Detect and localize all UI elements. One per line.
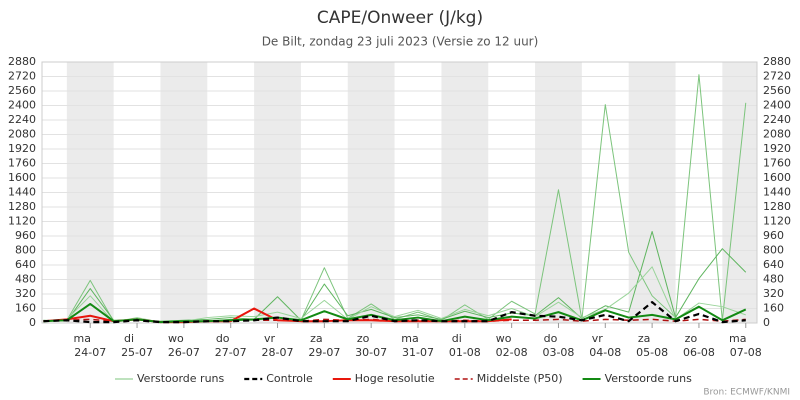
- x-tick-label: 26-07: [168, 346, 200, 359]
- y2-tick-label: 800: [763, 244, 784, 257]
- y2-tick-label: 1920: [763, 142, 791, 155]
- series-line: [43, 301, 746, 324]
- x-tick-day: do: [544, 332, 558, 345]
- y-tick-label: 800: [15, 244, 36, 257]
- y2-tick-label: 2560: [763, 84, 791, 97]
- x-tick-day: zo: [357, 332, 370, 345]
- y2-tick-label: 2080: [763, 128, 791, 141]
- legend-label: Verstoorde runs: [137, 372, 225, 385]
- y2-tick-label: 1440: [763, 186, 791, 199]
- x-tick-label: 30-07: [355, 346, 387, 359]
- y2-tick-label: 2880: [763, 55, 791, 68]
- x-tick-label: 05-08: [636, 346, 668, 359]
- x-tick-label: 24-07: [74, 346, 106, 359]
- y-tick-label: 1760: [8, 157, 36, 170]
- y2-tick-label: 2400: [763, 99, 791, 112]
- source: Bron: ECMWF/KNMI: [703, 388, 790, 398]
- y2-tick-label: 1600: [763, 171, 791, 184]
- y-tick-label: 2240: [8, 113, 36, 126]
- x-tick-day: do: [216, 332, 230, 345]
- y-tick-label: 2880: [8, 55, 36, 68]
- y2-tick-label: 1280: [763, 200, 791, 213]
- x-tick-day: di: [124, 332, 134, 345]
- x-tick-label: 27-07: [215, 346, 247, 359]
- y-tick-label: 2080: [8, 128, 36, 141]
- x-tick-day: za: [310, 332, 323, 345]
- y-tick-label: 2560: [8, 84, 36, 97]
- plot-frame: [41, 61, 758, 324]
- y2-tick-label: 2720: [763, 70, 791, 83]
- y-tick-label: 1920: [8, 142, 36, 155]
- y-tick-label: 320: [15, 287, 36, 300]
- legend-label: Controle: [266, 372, 313, 385]
- y-tick-label: 960: [15, 229, 36, 242]
- x-tick-label: 25-07: [121, 346, 153, 359]
- y-tick-label: 2400: [8, 99, 36, 112]
- x-tick-day: za: [638, 332, 651, 345]
- y2-tick-label: 0: [763, 316, 770, 329]
- x-tick-label: 07-08: [730, 346, 762, 359]
- y-tick-label: 2720: [8, 70, 36, 83]
- y2-tick-label: 160: [763, 302, 784, 315]
- y-tick-label: 1280: [8, 200, 36, 213]
- x-tick-label: 01-08: [449, 346, 481, 359]
- y-tick-label: 1120: [8, 215, 36, 228]
- x-tick-label: 03-08: [542, 346, 574, 359]
- x-tick-label: 04-08: [589, 346, 621, 359]
- legend-label: Verstoorde runs: [605, 372, 693, 385]
- x-tick-day: ma: [729, 332, 746, 345]
- x-tick-day: vr: [592, 332, 604, 345]
- x-tick-label: 02-08: [496, 346, 528, 359]
- y-tick-label: 480: [15, 273, 36, 286]
- y-tick-label: 0: [29, 316, 36, 329]
- y2-tick-label: 1120: [763, 215, 791, 228]
- y-tick-label: 1600: [8, 171, 36, 184]
- y2-tick-label: 960: [763, 229, 784, 242]
- y2-tick-label: 640: [763, 258, 784, 271]
- x-tick-day: zo: [685, 332, 698, 345]
- x-tick-label: 29-07: [308, 346, 340, 359]
- y2-tick-label: 2240: [763, 113, 791, 126]
- x-tick-day: ma: [73, 332, 90, 345]
- x-tick-day: di: [452, 332, 462, 345]
- y-tick-label: 160: [15, 302, 36, 315]
- legend-label: Hoge resolutie: [355, 372, 435, 385]
- chart-title: CAPE/Onweer (J/kg): [317, 8, 483, 28]
- y-tick-label: 640: [15, 258, 36, 271]
- x-tick-label: 28-07: [262, 346, 294, 359]
- chart-subtitle: De Bilt, zondag 23 juli 2023 (Versie zo …: [262, 35, 539, 49]
- x-tick-day: ma: [401, 332, 418, 345]
- x-tick-day: vr: [264, 332, 276, 345]
- x-tick-label: 06-08: [683, 346, 715, 359]
- x-tick-day: wo: [496, 332, 512, 345]
- y2-tick-label: 320: [763, 287, 784, 300]
- x-tick-day: wo: [168, 332, 184, 345]
- x-tick-label: 31-07: [402, 346, 434, 359]
- legend-label: Middelste (P50): [477, 372, 563, 385]
- y-tick-label: 1440: [8, 186, 36, 199]
- y2-tick-label: 1760: [763, 157, 791, 170]
- y2-tick-label: 480: [763, 273, 784, 286]
